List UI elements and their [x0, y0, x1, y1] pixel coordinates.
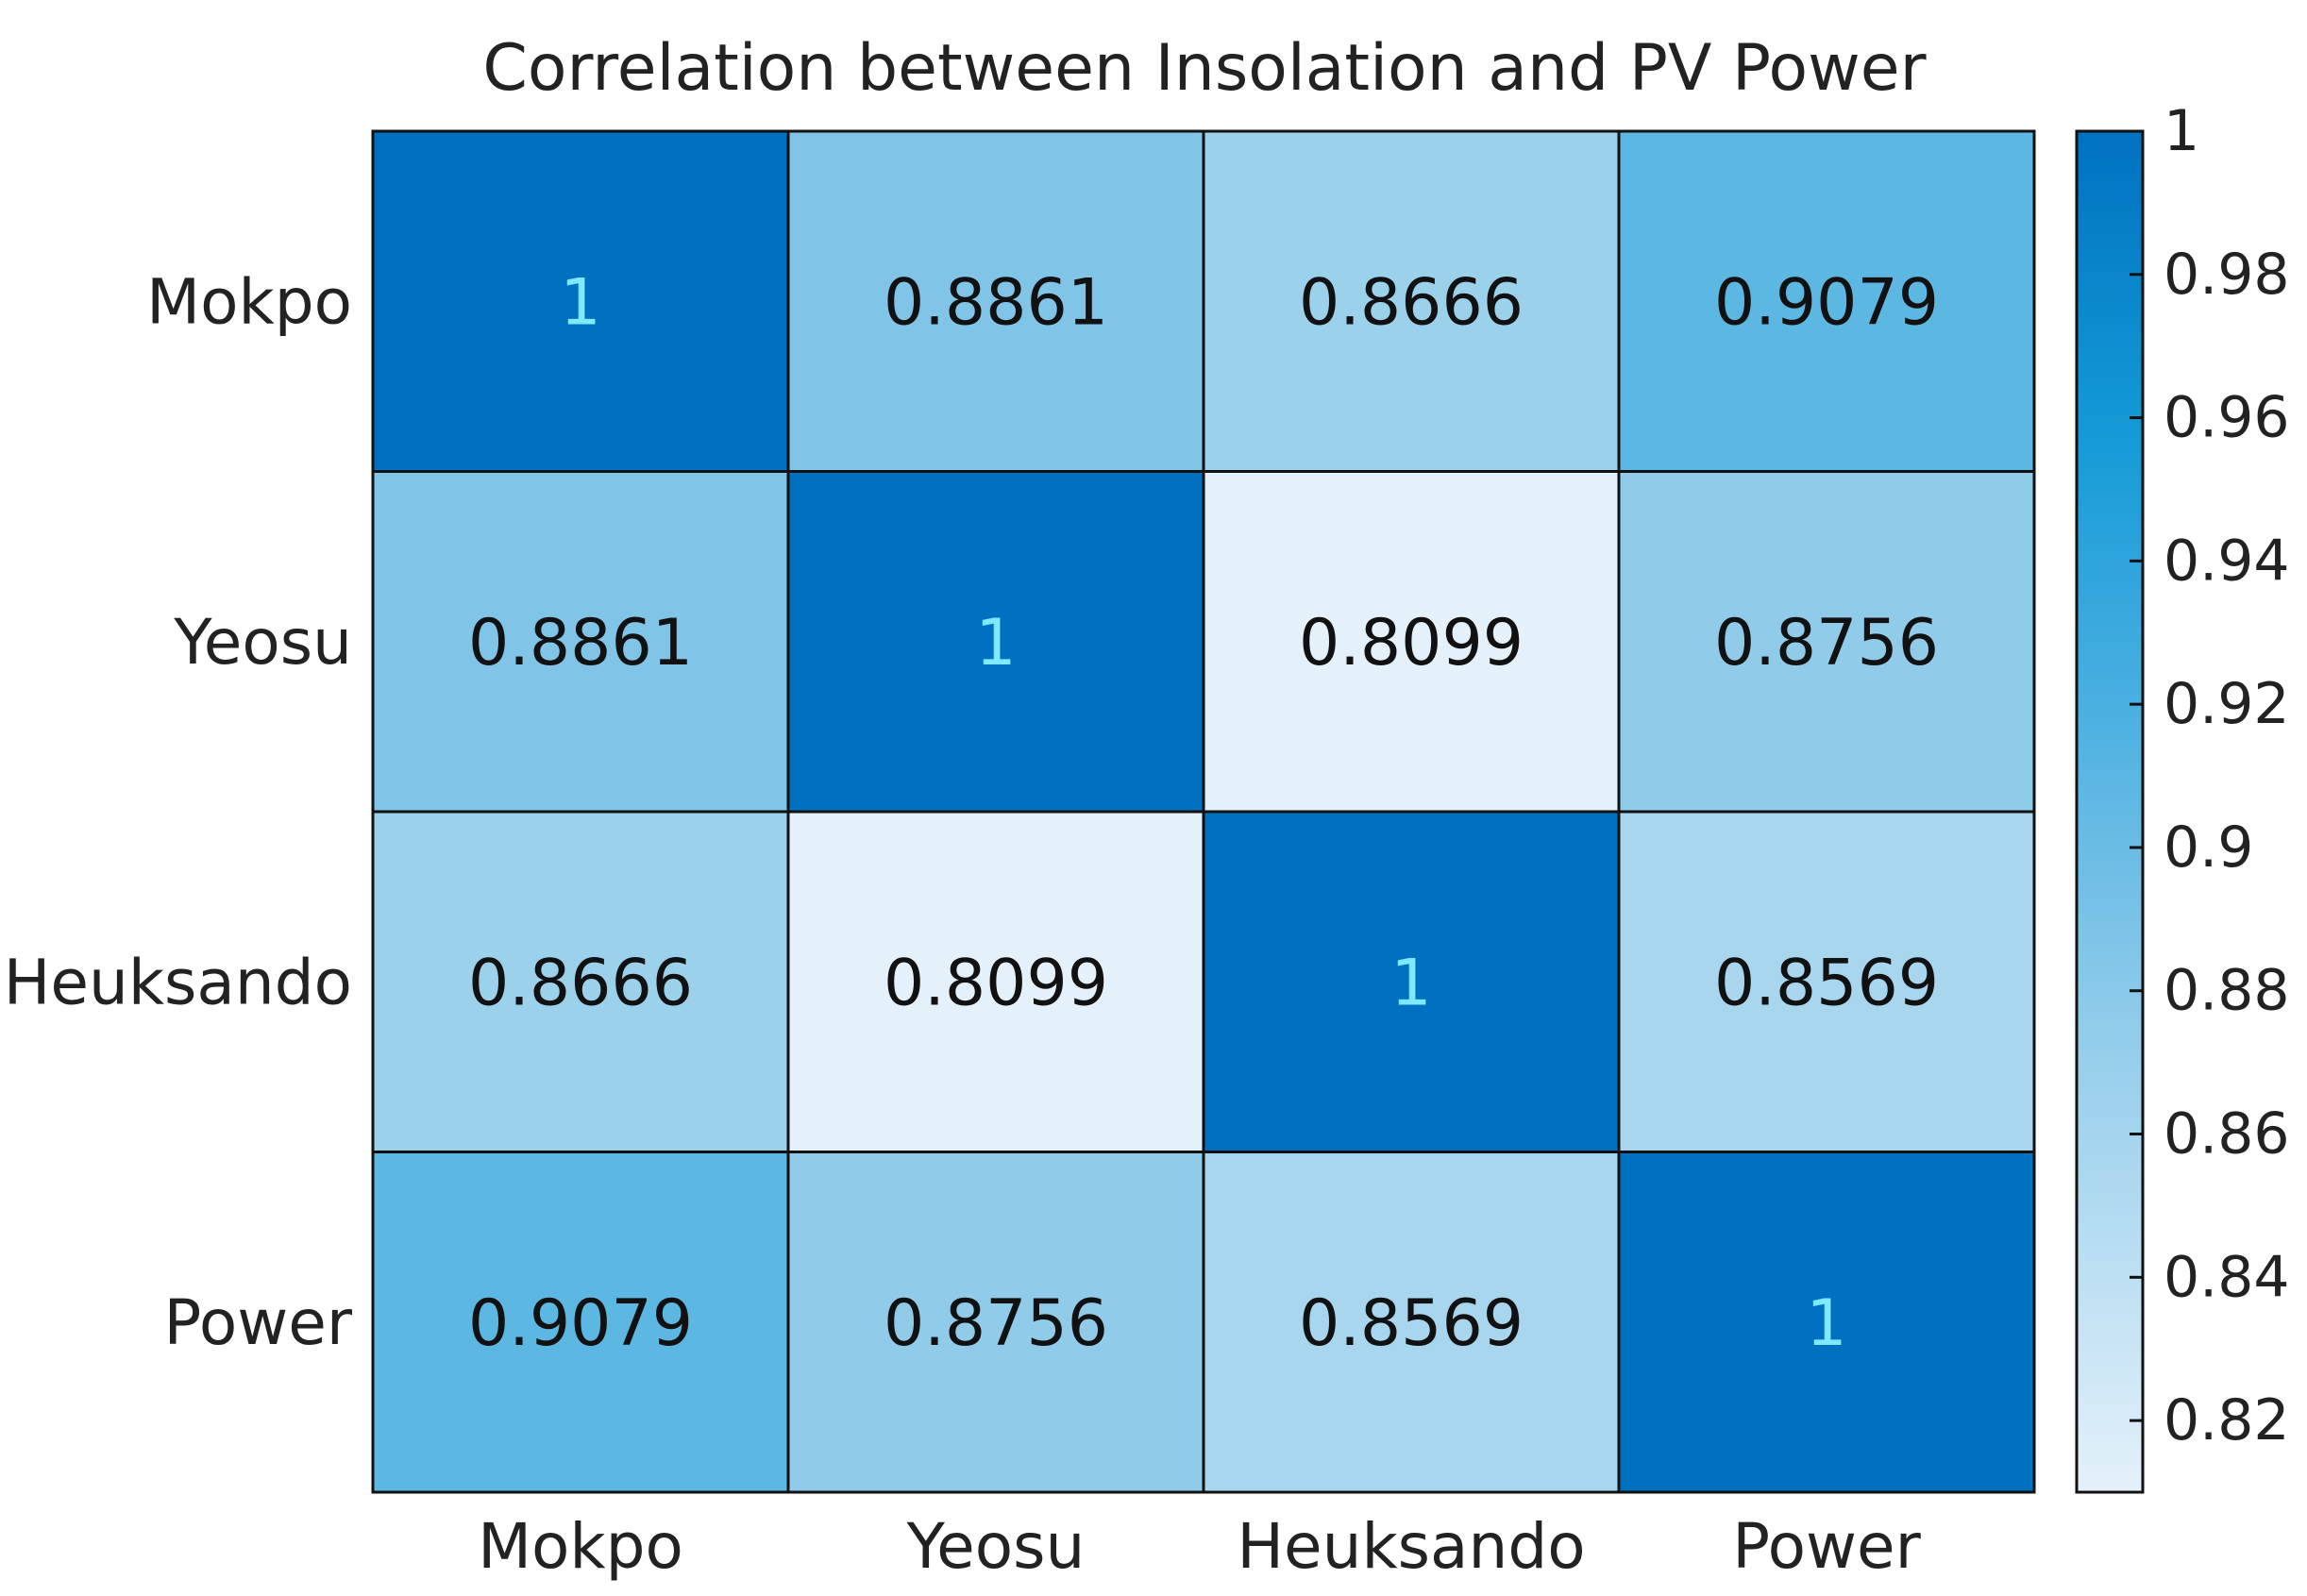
heatmap-cell-yeosu-power [1617, 470, 2036, 814]
colorbar-tick-label: 0.84 [2164, 1244, 2290, 1310]
cell-value-label: 0.9079 [1714, 265, 1939, 340]
row-label-heuksando: Heuksando [4, 946, 352, 1018]
heatmap-cells: 1 0.8861 0.8666 0.9079 0.8861 1 0.8099 0.8756 0.… [371, 129, 2036, 1494]
column-label-power: Power [1732, 1510, 1921, 1583]
column-label-mokpo: Mokpo [478, 1510, 683, 1583]
heatmap-cell-power-heuksando [1202, 1151, 1621, 1494]
colorbar-tick-label: 0.86 [2164, 1101, 2290, 1168]
colorbar-tick-label: 0.94 [2164, 528, 2290, 594]
cell-value-label: 0.9079 [468, 1286, 693, 1361]
colorbar-tick-label: 1 [2164, 98, 2199, 164]
heatmap-cell-mokpo-yeosu [786, 129, 1205, 473]
cell-value-label: 1 [1806, 1286, 1846, 1361]
cell-value-label: 0.8099 [1299, 606, 1524, 680]
heatmap-cell-mokpo-mokpo [371, 129, 790, 473]
colorbar-tick-label: 0.9 [2164, 815, 2253, 881]
heatmap-cell-power-yeosu [786, 1151, 1205, 1494]
cell-value-label: 0.8569 [1299, 1286, 1524, 1361]
cell-value-label: 1 [975, 606, 1016, 680]
colorbar-gradient [2075, 129, 2145, 1494]
heatmap-cell-power-mokpo [371, 1151, 790, 1494]
cell-value-label: 1 [560, 265, 600, 340]
colorbar-tick-label: 0.92 [2164, 671, 2290, 737]
heatmap-cell-heuksando-yeosu [786, 810, 1205, 1153]
cell-value-label: 0.8666 [1299, 265, 1524, 340]
row-labels: Mokpo Yeosu Heuksando Power [4, 265, 353, 1359]
heatmap-cell-heuksando-power [1617, 810, 2036, 1153]
colorbar-tick-label: 0.88 [2164, 958, 2290, 1024]
heatmap-cell-power-power [1617, 1151, 2036, 1494]
row-label-yeosu: Yeosu [173, 606, 352, 679]
colorbar: 1 0.98 0.96 0.94 0.92 0.9 0.88 0.86 0.84 0.82 [2075, 98, 2290, 1494]
cell-value-label: 0.8666 [468, 946, 693, 1020]
cell-value-label: 0.8756 [884, 1286, 1108, 1361]
colorbar-ticks: 1 0.98 0.96 0.94 0.92 0.9 0.88 0.86 0.84 0.82 [2130, 98, 2290, 1453]
colorbar-tick-label: 0.82 [2164, 1387, 2290, 1453]
cell-value-label: 0.8099 [884, 946, 1108, 1020]
row-label-mokpo: Mokpo [146, 265, 352, 338]
cell-value-label: 0.8861 [884, 265, 1108, 340]
heatmap-cell-mokpo-power [1617, 129, 2036, 473]
colorbar-tick-label: 0.98 [2164, 242, 2290, 308]
row-label-power: Power [163, 1286, 352, 1359]
cell-value-label: 0.8569 [1714, 946, 1939, 1020]
column-label-yeosu: Yeosu [906, 1510, 1086, 1583]
colorbar-tick-label: 0.96 [2164, 385, 2290, 451]
cell-value-label: 0.8861 [468, 606, 693, 680]
cell-value-label: 0.8756 [1714, 606, 1939, 680]
cell-value-label: 1 [1390, 946, 1431, 1020]
column-label-heuksando: Heuksando [1237, 1510, 1585, 1583]
chart-title: Correlation between Insolation and PV Po… [482, 31, 1926, 106]
heatmap-cell-mokpo-heuksando [1202, 129, 1621, 473]
column-labels: Mokpo Yeosu Heuksando Power [478, 1510, 1922, 1583]
heatmap-cell-yeosu-mokpo [371, 470, 790, 814]
heatmap-cell-yeosu-yeosu [786, 470, 1205, 814]
